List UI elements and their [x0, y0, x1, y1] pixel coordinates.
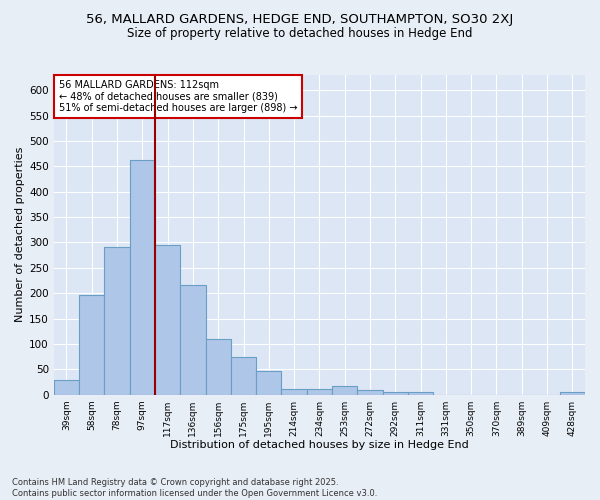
Bar: [180, 285, 206, 395]
X-axis label: Distribution of detached houses by size in Hedge End: Distribution of detached houses by size …: [170, 440, 469, 450]
Bar: [383, 392, 408, 394]
Text: Contains HM Land Registry data © Crown copyright and database right 2025.
Contai: Contains HM Land Registry data © Crown c…: [12, 478, 377, 498]
Bar: [231, 356, 256, 395]
Bar: [206, 339, 231, 394]
Bar: [155, 246, 180, 394]
Text: Size of property relative to detached houses in Hedge End: Size of property relative to detached ho…: [127, 28, 473, 40]
Bar: [307, 389, 332, 394]
Bar: [560, 392, 585, 394]
Bar: [79, 294, 104, 394]
Bar: [104, 248, 130, 394]
Bar: [358, 390, 383, 394]
Bar: [408, 392, 433, 394]
Y-axis label: Number of detached properties: Number of detached properties: [15, 147, 25, 322]
Bar: [130, 160, 155, 394]
Bar: [281, 388, 307, 394]
Bar: [256, 372, 281, 394]
Text: 56 MALLARD GARDENS: 112sqm
← 48% of detached houses are smaller (839)
51% of sem: 56 MALLARD GARDENS: 112sqm ← 48% of deta…: [59, 80, 298, 113]
Bar: [332, 386, 358, 394]
Text: 56, MALLARD GARDENS, HEDGE END, SOUTHAMPTON, SO30 2XJ: 56, MALLARD GARDENS, HEDGE END, SOUTHAMP…: [86, 12, 514, 26]
Bar: [54, 380, 79, 394]
